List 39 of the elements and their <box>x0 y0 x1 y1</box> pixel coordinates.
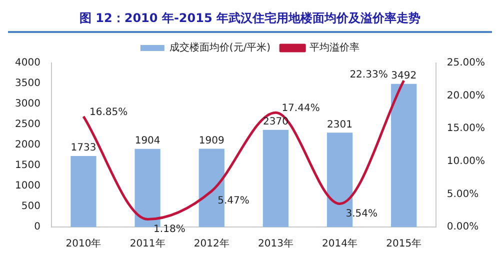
x-tick-label: 2012年 <box>194 238 230 250</box>
y-tick-label: 2000 <box>14 140 40 151</box>
bar <box>262 130 289 227</box>
legend-label: 成交楼面均价(元/平米) <box>169 42 271 54</box>
data-label: 1733 <box>70 142 96 154</box>
y2-tick-label: 10.00% <box>446 156 486 167</box>
x-tick-label: 2015年 <box>386 238 422 250</box>
y-tick-label: 2500 <box>14 119 40 130</box>
y-tick-label: 3500 <box>14 78 40 90</box>
data-label: 5.47% <box>218 196 250 207</box>
x-tick-label: 2014年 <box>322 238 358 250</box>
legend-label: 平均溢价率 <box>310 42 360 54</box>
data-label: 16.85% <box>89 107 128 118</box>
y2-tick-label: 15.00% <box>446 123 486 134</box>
x-tick-label: 2011年 <box>130 238 166 250</box>
data-label: 1909 <box>198 135 224 146</box>
chart-title: 图 12：2010 年-2015 年武汉住宅用地楼面均价及溢价率走势 <box>8 8 492 33</box>
data-label: 3.54% <box>346 208 378 220</box>
y2-tick-label: 20.00% <box>446 90 486 102</box>
y-tick-label: 0 <box>34 222 40 233</box>
data-label: 1.18% <box>154 224 186 235</box>
x-tick-label: 2013年 <box>258 238 294 250</box>
bar <box>70 156 96 227</box>
data-label: 2370 <box>262 116 288 128</box>
bar <box>391 84 417 227</box>
x-tick-label: 2010年 <box>66 238 102 250</box>
y2-tick-label: 5.00% <box>446 188 479 200</box>
y2-tick-label: 0.00% <box>446 222 479 233</box>
data-label: 1904 <box>134 136 160 147</box>
data-label: 2301 <box>327 119 352 130</box>
y-tick-label: 1500 <box>14 160 40 172</box>
y-tick-label: 1000 <box>14 180 40 192</box>
data-label: 3492 <box>391 70 417 82</box>
y-tick-label: 500 <box>21 201 40 212</box>
y2-tick-label: 25.00% <box>446 58 486 69</box>
data-label: 17.44% <box>282 103 320 114</box>
y-tick-label: 4000 <box>14 58 40 69</box>
y-tick-label: 3000 <box>14 98 40 110</box>
data-label: 22.33% <box>350 69 388 80</box>
